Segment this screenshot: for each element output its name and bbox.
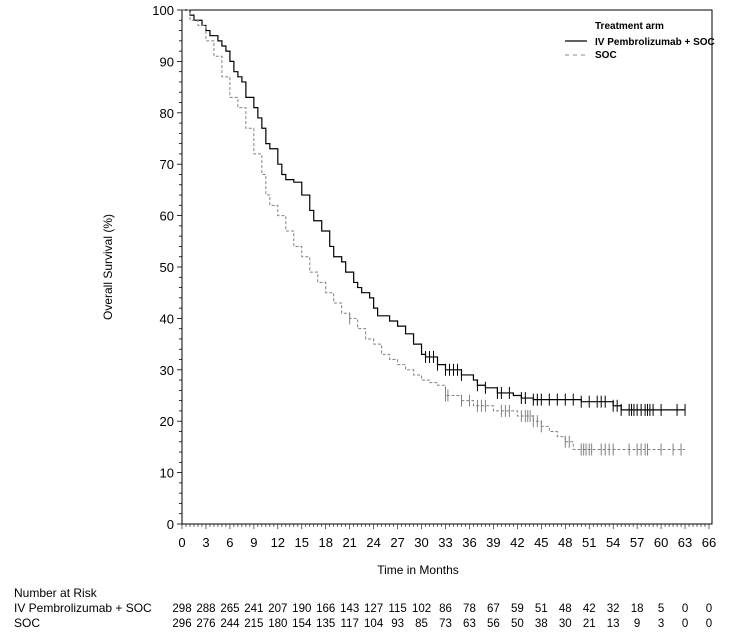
y-tick-label: 60: [160, 209, 174, 224]
risk-count: 18: [631, 603, 644, 615]
risk-count: 0: [682, 603, 688, 615]
x-tick-label: 3: [202, 535, 209, 550]
legend: Treatment arm IV Pembrolizumab + SOC SOC: [565, 21, 715, 61]
risk-count: 127: [364, 603, 383, 615]
x-tick-label: 60: [654, 535, 668, 550]
y-tick-label: 20: [160, 414, 174, 429]
risk-count: 9: [634, 618, 640, 630]
x-tick-label: 33: [438, 535, 452, 550]
risk-count: 50: [511, 618, 524, 630]
x-tick-label: 21: [342, 535, 356, 550]
axes: 0 3 6 9 12 15 18 21 24 27 30 33 36 39 42 45 48 51 54 57 60 63…: [152, 3, 716, 550]
risk-count: 115: [388, 603, 406, 615]
risk-count: 288: [196, 603, 215, 615]
y-tick-label: 30: [160, 363, 174, 378]
risk-count: 42: [583, 603, 596, 615]
risk-count: 32: [607, 603, 620, 615]
risk-table: Number at Risk IV Pembrolizumab + SOC SO…: [14, 586, 712, 630]
survival-curve-soc: [182, 9, 686, 450]
risk-count: 51: [535, 603, 548, 615]
x-tick-label: 39: [486, 535, 500, 550]
x-tick-label: 63: [678, 535, 692, 550]
x-tick-label: 57: [630, 535, 644, 550]
legend-label-pembro: IV Pembrolizumab + SOC: [595, 37, 715, 48]
y-tick-label: 70: [160, 157, 174, 172]
risk-count: 117: [341, 618, 359, 630]
risk-count: 73: [439, 618, 452, 630]
risk-count: 13: [607, 618, 620, 630]
risk-count: 3: [658, 618, 664, 630]
x-axis-label: Time in Months: [377, 563, 459, 577]
risk-count: 30: [559, 618, 572, 630]
risk-count: 48: [559, 603, 572, 615]
x-tick-label: 66: [702, 535, 716, 550]
risk-count: 276: [196, 618, 215, 630]
x-tick-label: 51: [582, 535, 596, 550]
x-tick-label: 15: [295, 535, 309, 550]
y-tick-label: 90: [160, 54, 174, 69]
risk-row-label-pembro: IV Pembrolizumab + SOC: [14, 601, 152, 615]
risk-count: 67: [487, 603, 500, 615]
x-tick-label: 54: [606, 535, 620, 550]
risk-count: 0: [706, 603, 712, 615]
x-tick-label: 42: [510, 535, 524, 550]
risk-count: 166: [316, 603, 335, 615]
risk-count: 215: [244, 618, 263, 630]
risk-row-label-soc: SOC: [14, 616, 40, 630]
risk-count: 0: [706, 618, 712, 630]
risk-count: 93: [391, 618, 404, 630]
risk-count: 143: [340, 603, 359, 615]
legend-title: Treatment arm: [595, 21, 664, 32]
x-tick-label: 27: [390, 535, 404, 550]
y-tick-label: 40: [160, 311, 174, 326]
curves: [182, 9, 686, 456]
y-tick-label: 10: [160, 466, 174, 481]
y-tick-label: 80: [160, 106, 174, 121]
risk-count: 298: [172, 603, 191, 615]
risk-count: 5: [658, 603, 664, 615]
x-tick-label: 0: [178, 535, 185, 550]
risk-count: 0: [682, 618, 688, 630]
risk-count: 78: [463, 603, 476, 615]
risk-count: 56: [487, 618, 500, 630]
plot-frame: [181, 9, 713, 525]
survival-curve-pembro: [182, 9, 686, 411]
risk-count: 244: [220, 618, 240, 630]
risk-count: 190: [292, 603, 311, 615]
risk-count: 265: [220, 603, 239, 615]
legend-label-soc: SOC: [595, 50, 617, 61]
risk-count: 135: [316, 618, 335, 630]
x-tick-label: 45: [534, 535, 548, 550]
risk-count: 38: [535, 618, 548, 630]
x-tick-label: 24: [366, 535, 380, 550]
risk-count: 59: [511, 603, 524, 615]
risk-count: 154: [292, 618, 312, 630]
risk-count: 86: [439, 603, 452, 615]
x-tick-label: 9: [250, 535, 257, 550]
x-tick-label: 48: [558, 535, 572, 550]
risk-count: 296: [172, 618, 191, 630]
x-tick-label: 30: [414, 535, 428, 550]
y-tick-label: 50: [160, 260, 174, 275]
risk-count: 104: [364, 618, 384, 630]
x-tick-label: 18: [318, 535, 332, 550]
x-tick-label: 36: [462, 535, 476, 550]
risk-count: 102: [412, 603, 431, 615]
risk-count: 63: [463, 618, 476, 630]
risk-count: 85: [415, 618, 428, 630]
x-tick-label: 6: [226, 535, 233, 550]
risk-count: 207: [268, 603, 287, 615]
risk-table-title: Number at Risk: [14, 586, 98, 600]
x-tick-label: 12: [271, 535, 285, 550]
y-axis-label: Overall Survival (%): [101, 214, 115, 320]
y-tick-label: 100: [152, 3, 174, 18]
y-tick-label: 0: [167, 517, 174, 532]
risk-count: 180: [268, 618, 287, 630]
risk-count: 21: [583, 618, 596, 630]
risk-count: 241: [244, 603, 263, 615]
